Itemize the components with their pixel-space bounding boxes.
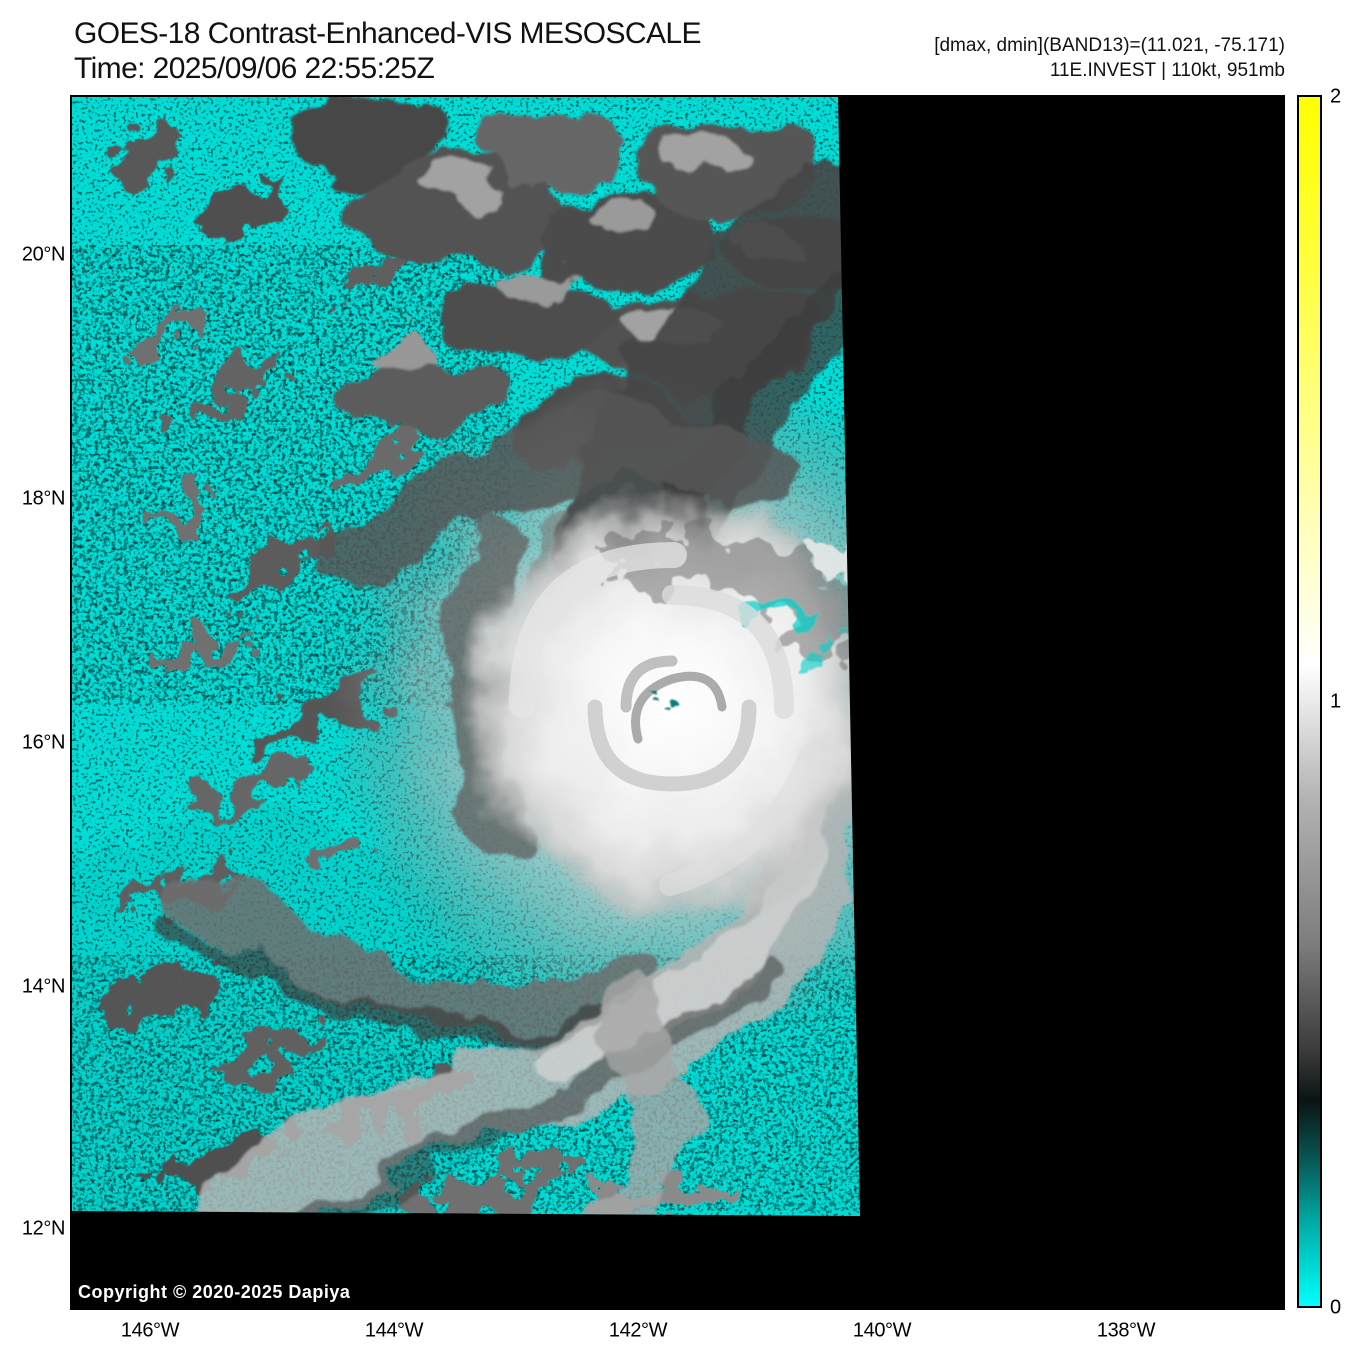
lon-tick-138w: 138°W bbox=[1096, 1319, 1156, 1342]
colorbar-tick-1: 1 bbox=[1330, 690, 1342, 713]
lat-tick-12n: 12°N bbox=[21, 1217, 65, 1240]
timestamp: Time: 2025/09/06 22:55:25Z bbox=[74, 52, 435, 85]
cdo-swirl bbox=[509, 542, 821, 896]
lat-tick-20n: 20°N bbox=[21, 243, 65, 266]
no-data-region bbox=[70, 95, 1285, 1310]
band-stats: [dmax, dmin](BAND13)=(11.021, -75.171) 1… bbox=[934, 33, 1285, 83]
satellite-image bbox=[70, 95, 1285, 1310]
edge-cloud-blob bbox=[808, 548, 856, 582]
colorbar bbox=[1297, 95, 1322, 1308]
lon-tick-140w: 140°W bbox=[852, 1319, 912, 1342]
lon-tick-142w: 142°W bbox=[608, 1319, 668, 1342]
lon-tick-146w: 146°W bbox=[120, 1319, 180, 1342]
hurricane-eye bbox=[652, 699, 685, 726]
lat-tick-18n: 18°N bbox=[21, 487, 65, 510]
lon-tick-144w: 144°W bbox=[364, 1319, 424, 1342]
copyright-text: Copyright © 2020-2025 Dapiya bbox=[78, 1282, 351, 1302]
header: GOES-18 Contrast-Enhanced-VIS MESOSCALE … bbox=[74, 16, 701, 86]
lat-tick-16n: 16°N bbox=[21, 731, 65, 754]
dmax-dmin-readout: [dmax, dmin](BAND13)=(11.021, -75.171) bbox=[934, 35, 1285, 56]
lat-tick-14n: 14°N bbox=[21, 975, 65, 998]
colorbar-tick-0: 0 bbox=[1330, 1296, 1342, 1319]
colorbar-tick-2: 2 bbox=[1330, 85, 1342, 108]
storm-intensity-readout: 11E.INVEST | 110kt, 951mb bbox=[1049, 60, 1285, 81]
page-title: GOES-18 Contrast-Enhanced-VIS MESOSCALE bbox=[74, 17, 701, 50]
